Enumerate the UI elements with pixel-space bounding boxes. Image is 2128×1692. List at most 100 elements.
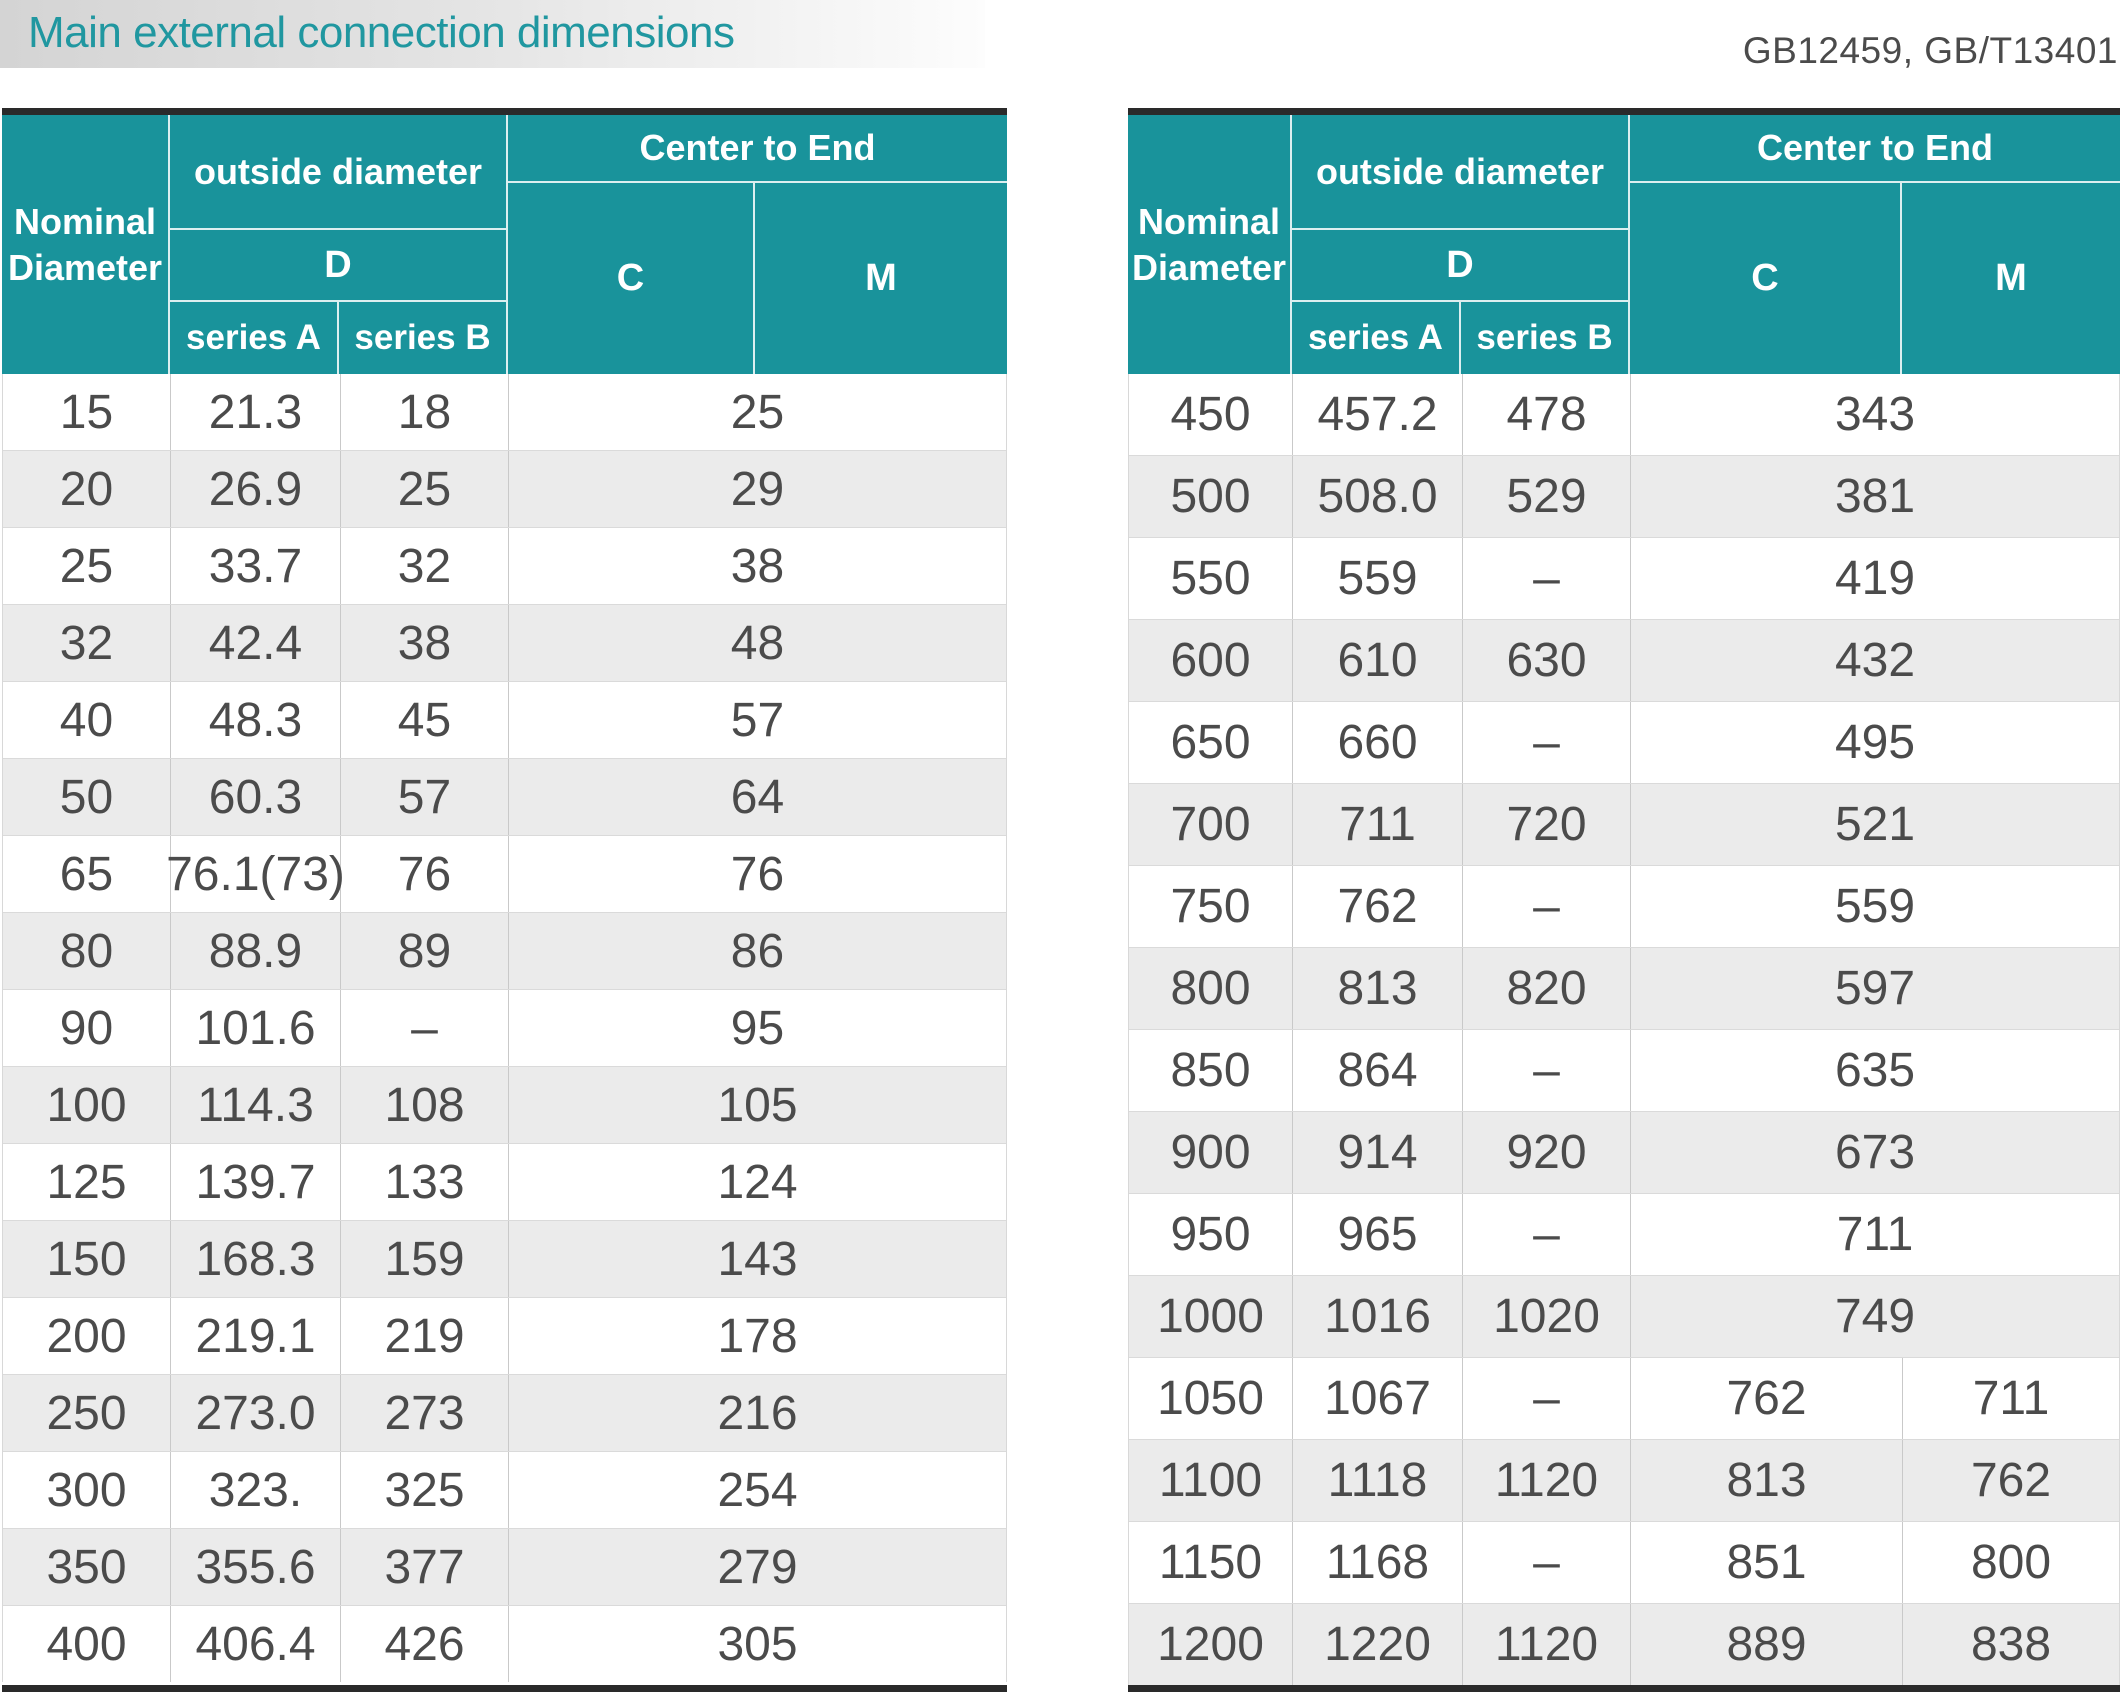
cell-series-a: 323.	[171, 1452, 341, 1528]
table-row: 250 273.0 273 216	[3, 1374, 1006, 1451]
cell-series-a: 33.7	[171, 528, 341, 604]
cell-series-a: 60.3	[171, 759, 341, 835]
cell-series-a: 711	[1293, 784, 1463, 865]
cell-series-a: 1067	[1293, 1358, 1463, 1439]
header-series-b: series B	[354, 318, 491, 357]
cell-center-to-end: 559	[1834, 880, 1916, 933]
cell-nominal-diameter: 800	[1129, 948, 1293, 1029]
cell-center-to-end-m: 711	[1972, 1372, 2050, 1425]
cell-series-b: 38	[341, 605, 509, 681]
table-row: 500 508.0 529 381	[1129, 455, 2119, 537]
cell-nominal-diameter: 950	[1129, 1194, 1293, 1275]
table-row: 32 42.4 38 48	[3, 604, 1006, 681]
cell-series-a: 1016	[1293, 1276, 1463, 1357]
title-band: Main external connection dimensions	[0, 0, 985, 68]
cell-series-a: 42.4	[171, 605, 341, 681]
cell-series-a: 965	[1293, 1194, 1463, 1275]
table-row: 20 26.9 25 29	[3, 450, 1006, 527]
cell-series-a: 508.0	[1293, 456, 1463, 537]
cell-center-to-end: 143	[717, 1232, 798, 1286]
cell-nominal-diameter: 200	[3, 1298, 171, 1374]
cell-series-b: –	[1463, 1522, 1631, 1603]
header-series-a: series A	[1292, 302, 1461, 374]
cell-nominal-diameter: 125	[3, 1144, 171, 1220]
header-cm-row: C M	[1630, 183, 2120, 374]
cell-nominal-diameter: 650	[1129, 702, 1293, 783]
header-m: M	[865, 257, 897, 299]
cell-series-a: 406.4	[171, 1606, 341, 1682]
cell-series-b: –	[1463, 1358, 1631, 1439]
header-series-row: series A series B	[170, 302, 506, 374]
table-row: 650 660– 495	[1129, 701, 2119, 783]
cell-center-to-end-c: 851	[1631, 1522, 1903, 1603]
table-row: 600 610 630 432	[1129, 619, 2119, 701]
cell-center-to-end: 521	[1834, 798, 1916, 851]
cell-center-to-end: 381	[1834, 470, 1916, 523]
cell-series-b: 377	[341, 1529, 509, 1605]
cell-center-to-end-c: 762	[1631, 1358, 1903, 1439]
cell-center-to-end: 279	[717, 1540, 798, 1594]
cell-nominal-diameter: 15	[3, 374, 171, 450]
cell-center-to-end-m: 762	[1970, 1454, 2052, 1507]
cell-series-b: 18	[341, 374, 509, 450]
header-d: D	[170, 230, 506, 302]
header-cm-row: C M	[508, 183, 1007, 374]
cell-series-a: 88.9	[171, 913, 341, 989]
cell-series-a: 864	[1293, 1030, 1463, 1111]
cell-center-to-end: 38	[730, 539, 785, 593]
table-row: 25 33.7 32 38	[3, 527, 1006, 604]
cell-nominal-diameter: 750	[1129, 866, 1293, 947]
cell-series-a: 139.7	[171, 1144, 341, 1220]
header-series-a: series A	[170, 302, 339, 374]
cell-series-b: 1020	[1463, 1276, 1631, 1357]
standards-label: GB12459, GB/T13401	[1742, 30, 2118, 71]
cell-series-b: 219	[341, 1298, 509, 1374]
cell-nominal-diameter: 20	[3, 451, 171, 527]
cell-center-to-end: 216	[717, 1386, 798, 1440]
cell-nominal-diameter: 250	[3, 1375, 171, 1451]
table-row: 200 219.1 219 178	[3, 1297, 1006, 1374]
page-title: Main external connection dimensions	[28, 8, 735, 57]
cell-series-a: 1168	[1293, 1522, 1463, 1603]
cell-center-to-end: 711	[1836, 1208, 1914, 1261]
table-body: 15 21.3 18 25 20 26.9 25 29 25 33.7 32 38 32 42.4 38 48…	[2, 374, 1007, 1682]
cell-series-b: 32	[341, 528, 509, 604]
header-center-to-end-group: Center to End C M	[508, 115, 1007, 374]
cell-series-b: 478	[1463, 374, 1631, 455]
cell-center-to-end: 673	[1834, 1126, 1916, 1179]
cell-series-b: 133	[341, 1144, 509, 1220]
cell-center-to-end: 343	[1834, 388, 1916, 441]
table-row: 700 711 720 521	[1129, 783, 2119, 865]
cell-center-to-end: 95	[730, 1001, 785, 1055]
table-row: 850 864– 635	[1129, 1029, 2119, 1111]
table-row: 1000 1016 1020 749	[1129, 1275, 2119, 1357]
cell-series-b: 159	[341, 1221, 509, 1297]
cell-nominal-diameter: 300	[3, 1452, 171, 1528]
cell-series-b: 89	[341, 913, 509, 989]
cell-series-a: 76.1(73)	[166, 836, 345, 912]
cell-center-to-end-c: 889	[1631, 1604, 1903, 1685]
header-outside-diameter-group: outside diameter D series A series B	[170, 115, 508, 374]
table-row: 350 355.6 377 279	[3, 1528, 1006, 1605]
cell-nominal-diameter: 400	[3, 1606, 171, 1682]
table-row: 1150 1168–851 800	[1129, 1521, 2119, 1603]
cell-center-to-end-m: 800	[1970, 1536, 2052, 1589]
cell-series-a: 48.3	[171, 682, 341, 758]
cell-series-a: 355.6	[171, 1529, 341, 1605]
cell-series-a: 1118	[1293, 1440, 1463, 1521]
table-row: 1200 1220 1120 889 838	[1129, 1603, 2119, 1685]
cell-series-a: 457.2	[1293, 374, 1463, 455]
table-row: 300 323. 325 254	[3, 1451, 1006, 1528]
table-row: 90 101.6– 95	[3, 989, 1006, 1066]
cell-series-a: 813	[1293, 948, 1463, 1029]
cell-nominal-diameter: 1000	[1129, 1276, 1293, 1357]
header-center-to-end: Center to End	[508, 115, 1007, 183]
table-header: Nominal Diameter outside diameter D seri…	[1128, 115, 2120, 374]
cell-series-a: 168.3	[171, 1221, 341, 1297]
cell-series-b: –	[1463, 1194, 1631, 1275]
table-row: 550 559– 419	[1129, 537, 2119, 619]
cell-center-to-end: 495	[1834, 716, 1916, 769]
cell-center-to-end: 86	[730, 924, 785, 978]
dimensions-table-right: Nominal Diameter outside diameter D seri…	[1128, 108, 2120, 1692]
cell-series-b: 25	[341, 451, 509, 527]
